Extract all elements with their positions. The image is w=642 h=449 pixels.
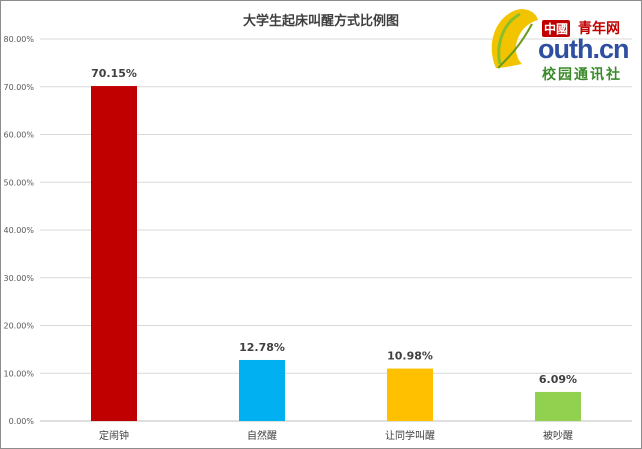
y-tick-label: 70.00%: [3, 83, 34, 92]
china-badge: 中國: [542, 20, 571, 37]
y-tick-label: 0.00%: [9, 417, 35, 426]
chart-title: 大学生起床叫醒方式比例图: [242, 14, 399, 29]
youth-cn-logo: 中國 青年网 outh.cn 校园通讯社: [486, 6, 638, 86]
value-label: 10.98%: [387, 350, 433, 363]
bar-2: [239, 359, 285, 421]
site-tagline: 校园通讯社: [542, 67, 622, 83]
bar-1: [91, 86, 137, 421]
category-label: 定闹钟: [99, 429, 129, 442]
y-tick-label: 40.00%: [3, 226, 34, 235]
x-axis-category-labels: 定闹钟 自然醒 让同学叫醒 被吵醒: [99, 429, 573, 442]
category-label: 被吵醒: [543, 429, 573, 442]
bar-3: [387, 368, 433, 421]
bars: [91, 86, 581, 421]
y-axis-tick-labels: 0.00% 10.00% 20.00% 30.00% 40.00% 50.00% 60.00…: [3, 35, 34, 426]
y-tick-label: 60.00%: [3, 131, 34, 140]
category-label: 自然醒: [247, 429, 277, 442]
y-tick-label: 80.00%: [3, 35, 34, 44]
category-label: 让同学叫醒: [385, 429, 435, 442]
value-labels: 70.15% 12.78% 10.98% 6.09%: [91, 67, 577, 386]
site-domain: outh.cn: [538, 34, 629, 64]
y-tick-label: 30.00%: [3, 274, 34, 283]
gridlines: [40, 38, 632, 422]
y-tick-label: 20.00%: [3, 322, 34, 331]
value-label: 70.15%: [91, 67, 137, 80]
bar-4: [535, 391, 581, 421]
y-tick-label: 50.00%: [3, 178, 34, 187]
ginkgo-leaf-icon: [491, 9, 538, 69]
value-label: 12.78%: [239, 341, 285, 354]
value-label: 6.09%: [539, 373, 577, 386]
y-tick-label: 10.00%: [3, 369, 34, 378]
site-name: 青年网: [578, 21, 620, 37]
